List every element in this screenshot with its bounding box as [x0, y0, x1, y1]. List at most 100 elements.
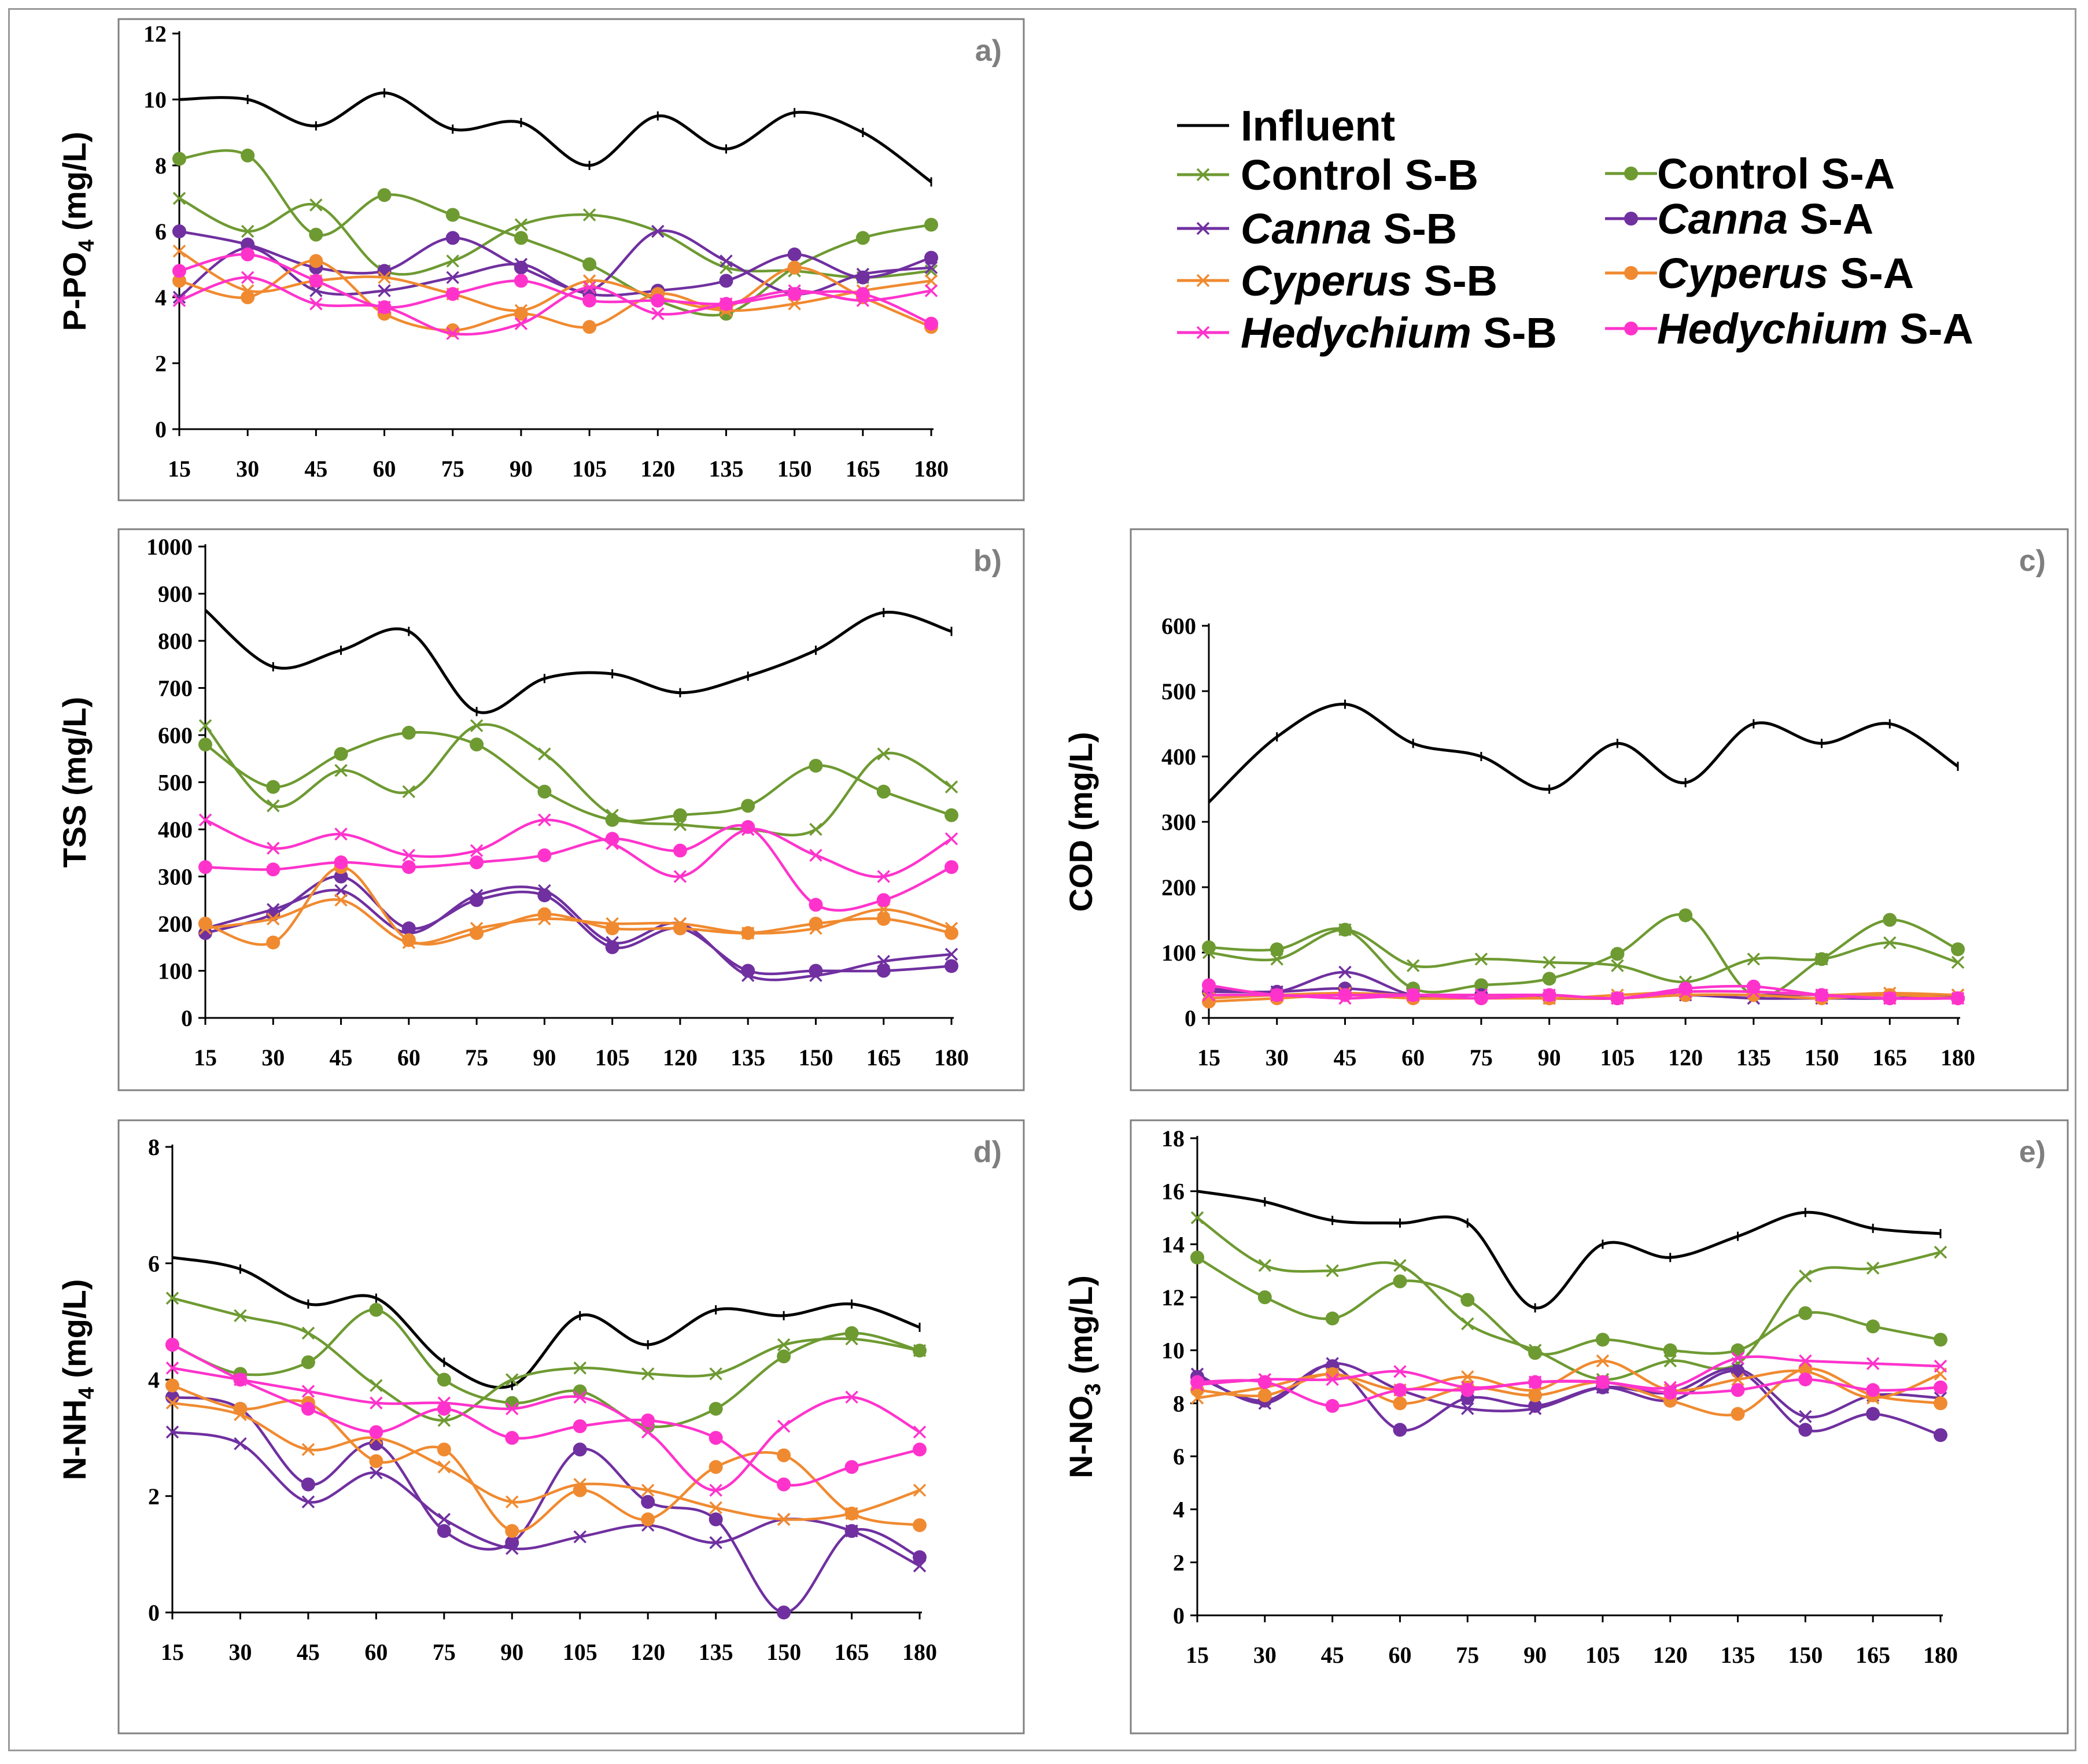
series-control-s-b [198, 719, 958, 837]
data-point [198, 917, 212, 931]
x-tick-label: 150 [766, 1639, 801, 1665]
data-point [301, 1443, 315, 1456]
series-influent [1196, 1186, 1942, 1313]
x-tick-label: 165 [1855, 1642, 1890, 1668]
data-point [924, 284, 938, 297]
data-point [1731, 1372, 1744, 1386]
panel-label: b) [973, 544, 1002, 578]
legend-label-text: Influent [1241, 102, 1395, 150]
data-point [505, 1431, 519, 1445]
data-point [437, 1372, 451, 1387]
data-point [370, 1396, 383, 1409]
data-point [266, 935, 281, 950]
data-point [1866, 1319, 1880, 1334]
data-point [172, 224, 186, 238]
data-point [1798, 1372, 1813, 1387]
legend-item-canna_sb: Canna S-B [1177, 205, 1457, 253]
data-point [573, 1419, 587, 1433]
data-point [470, 926, 484, 940]
y-tick-label: 12 [1161, 1285, 1185, 1311]
data-point [1866, 1357, 1880, 1370]
data-point [1543, 955, 1556, 969]
data-point [913, 1425, 927, 1439]
y-axis-label-sub: 4 [75, 1387, 99, 1399]
y-axis-label: P-PO4 (mg/L) [56, 132, 99, 331]
data-point [1883, 936, 1897, 950]
x-tick-label: 120 [1668, 1045, 1703, 1071]
data-point [1202, 940, 1216, 954]
data-point [1474, 978, 1488, 992]
series-hedychium-s-a [198, 820, 958, 912]
data-point [924, 217, 938, 232]
y-axis-label-unit: (mg/L) [56, 697, 93, 805]
data-point [165, 1378, 179, 1393]
series-control-s-a [1190, 1250, 1947, 1360]
data-point [809, 822, 822, 836]
data-point [241, 148, 255, 163]
panel-a-frame [117, 18, 1025, 501]
data-point [234, 1309, 247, 1323]
legend-label-species: Canna [1657, 195, 1788, 243]
x-tick-label: 90 [510, 456, 533, 482]
data-point [1799, 1270, 1812, 1283]
x-tick-label: 45 [297, 1639, 320, 1665]
legend-item-influent: Influent [1177, 102, 1395, 150]
data-point [845, 1390, 858, 1404]
x-tick-label: 135 [1736, 1045, 1771, 1071]
data-point [945, 959, 958, 973]
data-point [1595, 1375, 1610, 1389]
data-point [777, 1512, 791, 1526]
data-point [514, 260, 528, 275]
data-point [370, 1379, 383, 1392]
data-point [573, 1483, 587, 1497]
panel-e: 0 2 4 6 8 10 12 14 16 18 15 30 45 60 75 90 105 120 135 150 1… [1063, 1119, 2069, 1735]
series-line [204, 609, 952, 714]
data-point [172, 290, 186, 304]
data-point [709, 1501, 722, 1515]
data-point [876, 964, 891, 978]
data-point [924, 250, 938, 265]
y-tick-label: 4 [155, 285, 167, 311]
y-tick-label: 10 [143, 87, 167, 113]
x-tick-label: 105 [572, 456, 607, 482]
data-point [1474, 991, 1488, 1006]
data-point [876, 784, 891, 799]
data-point [401, 725, 416, 740]
data-point [1596, 1354, 1610, 1368]
data-point [1257, 1388, 1272, 1403]
data-point [172, 152, 186, 166]
data-point [334, 827, 348, 841]
data-point [1934, 1428, 1947, 1442]
y-tick-label: 500 [1161, 678, 1196, 704]
data-point [777, 1419, 791, 1433]
data-point [1595, 1333, 1610, 1347]
data-point [334, 894, 348, 907]
data-point [1542, 988, 1556, 1002]
data-point [1610, 947, 1625, 961]
x-tick-label: 135 [1721, 1642, 1755, 1668]
data-point [1257, 1375, 1272, 1389]
y-axis-label-unit: (mg/L) [1063, 1275, 1099, 1383]
y-axis-label-unit: (mg/L) [1063, 732, 1099, 840]
legend-label: Hedychium S-A [1657, 305, 1973, 353]
legend-item-cyperus_sb: Cyperus S-B [1177, 257, 1497, 305]
data-point [334, 855, 348, 870]
data-point [709, 1367, 722, 1381]
data-point [241, 224, 254, 238]
x-tick-label: 180 [1923, 1642, 1958, 1668]
data-point [809, 964, 823, 978]
data-point [1799, 1354, 1812, 1368]
panel-d: 0 2 4 6 8 15 30 45 60 75 90 105 120 135 150 165 180 d) N-N… [56, 1119, 1025, 1735]
data-point [309, 227, 323, 242]
panel-e-frame [1130, 1119, 2069, 1735]
x-tick-label: 165 [1872, 1045, 1907, 1071]
data-point [370, 1466, 383, 1479]
data-point [709, 1483, 722, 1497]
data-point [844, 1524, 859, 1538]
panel-label: e) [2019, 1135, 2046, 1169]
data-point [165, 1396, 179, 1409]
data-point [1461, 1370, 1474, 1383]
legend-label-text: Control S-B [1241, 151, 1478, 199]
data-point [470, 893, 484, 907]
data-point [506, 1495, 519, 1509]
